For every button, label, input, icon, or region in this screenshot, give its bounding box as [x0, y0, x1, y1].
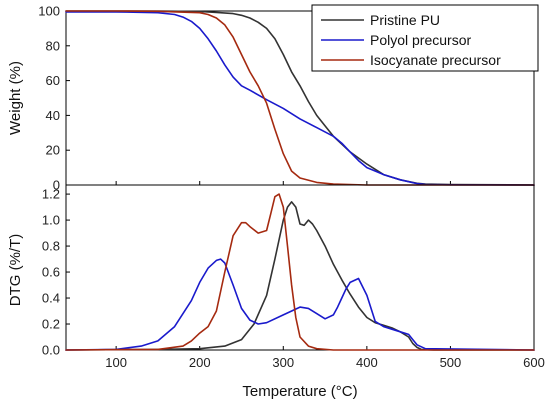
x-tick-label: 500: [440, 355, 462, 370]
dtg-line-polyol-precursor: [65, 258, 535, 351]
weight-y-tick-label: 100: [38, 4, 60, 19]
x-tick-label: 300: [272, 355, 294, 370]
legend-label-polyol-precursor: Polyol precursor: [370, 32, 471, 48]
weight-y-tick-label: 20: [46, 143, 60, 158]
dtg-line-isocyanate-precursor: [65, 193, 535, 351]
dtg-y-tick-label: 0.6: [42, 265, 60, 280]
dtg-y-tick-label: 0.4: [42, 291, 60, 306]
legend-label-isocyanate-precursor: Isocyanate precursor: [370, 52, 501, 68]
legend-label-pristine-pu: Pristine PU: [370, 12, 440, 28]
x-tick-label: 100: [105, 355, 127, 370]
dtg-plot-frame: [65, 184, 535, 351]
x-axis-title: Temperature (°C): [242, 383, 357, 400]
dtg-y-tick-label: 0.8: [42, 239, 60, 254]
weight-line-polyol-precursor: [65, 11, 535, 186]
dtg-panel: 100 200 300 400 500 6000.00.20.40.60.81.01.2 …: [7, 184, 545, 400]
dtg-y-tick-label: 0.0: [42, 343, 60, 358]
dtg-line-pristine-pu: [65, 201, 535, 351]
chart-legend: Pristine PU Polyol precursor Isocyanate pr…: [311, 4, 539, 72]
dtg-axis-ticks: 100 200 300 400 500 600 0.0 0.2 0.4 0.6 0.8 1.0 1.2: [42, 187, 545, 370]
dtg-y-tick-label: 0.2: [42, 317, 60, 332]
weight-y-tick-label: 80: [46, 38, 60, 53]
weight-line-isocyanate-precursor: [65, 10, 535, 186]
weight-y-tick-label: 40: [46, 108, 60, 123]
weight-panel: 0 20 40 60 80 100 Weight (%) Pristine PU Polyo…: [7, 4, 539, 193]
x-tick-label: 600: [523, 355, 545, 370]
dtg-y-axis-title: DTG (%/T): [7, 234, 24, 307]
weight-y-tick-label: 60: [46, 73, 60, 88]
x-tick-label: 200: [189, 355, 211, 370]
dtg-series-group: [65, 193, 535, 351]
weight-series-group: [65, 10, 535, 186]
x-tick-label: 400: [356, 355, 378, 370]
dtg-y-tick-label: 1.2: [42, 187, 60, 202]
weight-y-tick-label: 0: [53, 178, 60, 193]
dtg-y-tick-label: 1.0: [42, 213, 60, 228]
weight-axis-ticks: 0 20 40 60 80 100: [38, 4, 535, 193]
weight-y-axis-title: Weight (%): [7, 61, 24, 135]
